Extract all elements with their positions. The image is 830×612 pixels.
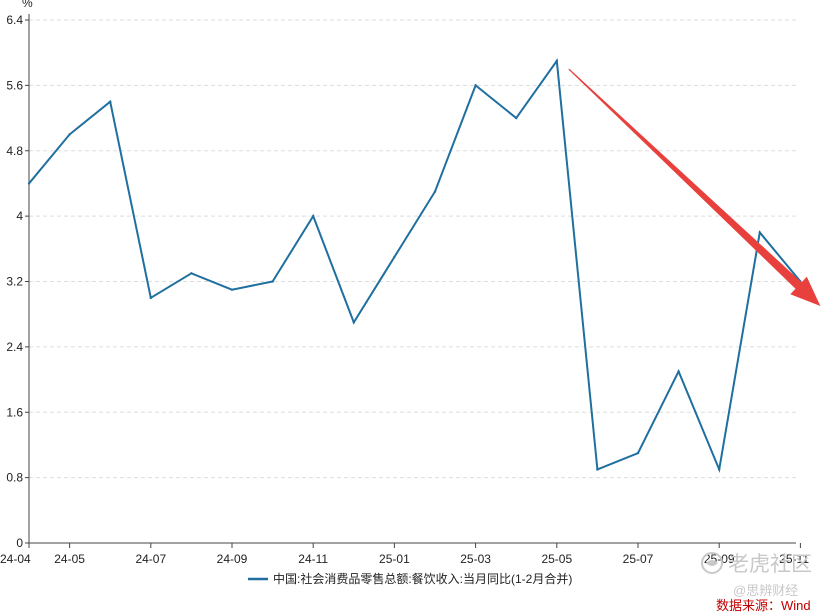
y-tick-label: 3.2 (6, 275, 23, 289)
x-tick-label: 24-07 (135, 552, 166, 566)
x-tick-label: 25-11 (779, 552, 809, 566)
x-tick-label: 24-09 (217, 552, 248, 566)
data-point (718, 468, 721, 471)
tiger-watermark-text: 老虎社区 (728, 553, 812, 576)
series-layer (27, 58, 802, 474)
tiger-community-watermark: 老虎社区 (701, 552, 812, 576)
y-tick-label: 4.8 (6, 144, 23, 158)
data-point (109, 100, 112, 103)
data-point (27, 182, 31, 185)
source-label: 数据来源：Wind (716, 598, 811, 612)
y-tick-label: 6.4 (6, 13, 23, 27)
data-point (758, 231, 761, 234)
data-point (555, 59, 558, 63)
trend-arrow-shape (568, 68, 821, 306)
y-tick-labels: 0 0.8 1.6 2.4 3.2 4 4.8 5.6 6.4 (6, 13, 23, 550)
trend-arrow (568, 68, 821, 306)
data-point (433, 190, 437, 193)
data-point (312, 214, 315, 218)
data-point (149, 296, 152, 300)
data-point (636, 451, 640, 455)
data-point (515, 116, 518, 120)
legend-label: 中国:社会消费品零售总额:餐饮收入:当月同比(1-2月合并) (273, 571, 572, 586)
legend: 中国:社会消费品零售总额:餐饮收入:当月同比(1-2月合并) (248, 571, 572, 586)
y-tick-label: 4 (16, 209, 23, 223)
x-tick-label: 25-03 (460, 552, 491, 566)
y-tick-label: 1.6 (6, 405, 23, 419)
data-point (677, 370, 680, 373)
data-point (393, 255, 396, 259)
y-tick-label: 5.6 (6, 78, 23, 92)
data-point (352, 321, 355, 324)
y-tick-label: 0 (16, 536, 23, 550)
data-point (474, 84, 477, 87)
x-tick-label: 25-05 (541, 552, 572, 566)
x-tick-label: 24-05 (54, 552, 85, 566)
axes (25, 14, 801, 548)
data-point (190, 272, 193, 275)
author-watermark: @思辨财经 (733, 583, 798, 598)
data-point (596, 468, 599, 471)
y-tick-label: 2.4 (6, 340, 23, 354)
grid-lines (29, 19, 796, 479)
y-axis-unit: % (22, 0, 33, 10)
data-point (271, 280, 274, 283)
data-point (230, 288, 234, 291)
x-tick-label: 24-11 (298, 552, 328, 566)
data-point (68, 133, 71, 136)
tiger-logo-icon (701, 552, 723, 574)
series-line (28, 58, 802, 474)
x-tick-label: 24-04 (0, 552, 31, 566)
x-tick-label: 25-07 (623, 552, 654, 566)
x-tick-labels: 24-04 24-05 24-07 24-09 24-11 25-01 25-03 25-05… (0, 552, 809, 566)
y-tick-label: 0.8 (6, 471, 23, 485)
x-tick-label: 25-01 (379, 552, 410, 566)
